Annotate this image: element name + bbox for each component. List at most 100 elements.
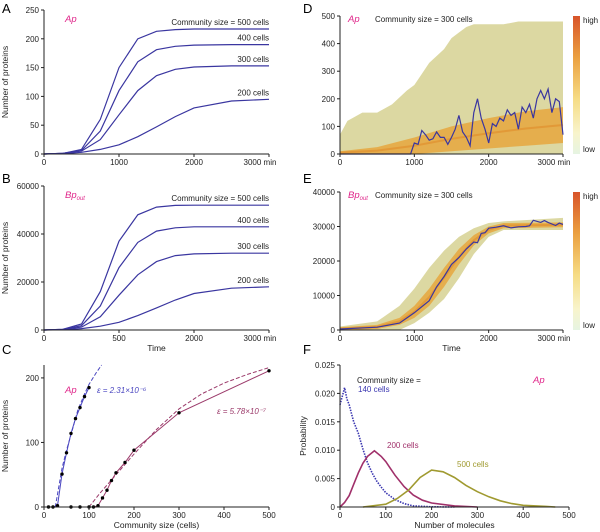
y-tick-label: 10000: [313, 292, 336, 301]
x-tick-label: 500: [562, 511, 576, 520]
series-line: [43, 252, 269, 331]
community-size-label: Community size = 300 cells: [375, 191, 473, 200]
y-tick-label: 400: [322, 40, 336, 49]
y-tick-label: 300: [322, 67, 336, 76]
series-label: 400 cells: [237, 34, 269, 43]
panel-letter: B: [2, 171, 11, 186]
data-point: [64, 451, 69, 455]
y-axis-label: Number of proteins: [0, 400, 10, 472]
series-label: 140 cells: [358, 385, 390, 394]
x-tick-label: 200: [425, 511, 439, 520]
species-label: Bpout: [65, 190, 85, 202]
x-tick-label: 3000 min: [244, 334, 277, 343]
data-point: [132, 448, 136, 452]
series-line: [43, 204, 269, 331]
y-tick-label: 50: [30, 121, 39, 130]
data-point: [105, 488, 109, 492]
y-tick-label: 0: [331, 503, 336, 512]
y-tick-label: 20000: [313, 257, 336, 266]
x-tick-label: 0: [338, 511, 343, 520]
panel-C: Cε = 2.31×10⁻⁶ ε = 5.78×10⁻⁷ Ap 0 100 200 300 4…: [0, 342, 276, 530]
y-tick-label: 40000: [17, 230, 40, 239]
x-axis-label: Time: [442, 343, 461, 353]
data-point: [82, 394, 87, 399]
y-tick-label: 30000: [313, 223, 336, 232]
colorbar-high-label: high: [583, 16, 598, 25]
y-tick-label: 0.025: [315, 361, 336, 370]
distribution-line: [339, 449, 478, 508]
series-line: [43, 28, 269, 155]
x-tick-label: 3000 min: [538, 334, 571, 343]
community-size-label: Community size =: [357, 376, 421, 385]
x-tick-label: 1000: [405, 158, 423, 167]
y-tick-label: 100: [26, 438, 40, 447]
y-tick-label: 0.005: [315, 475, 336, 484]
y-tick-label: 0: [35, 150, 40, 159]
species-name: Bp: [348, 190, 360, 201]
y-tick-label: 200: [26, 35, 40, 44]
series-line: [93, 370, 270, 508]
y-tick-label: 40000: [313, 188, 336, 197]
series-label: 200 cells: [237, 88, 269, 97]
species-name: Ap: [347, 14, 360, 25]
x-tick-label: 0: [338, 158, 343, 167]
epsilon-annotation: ε = 5.78×10⁻⁷: [217, 407, 267, 416]
density-band: [340, 107, 563, 154]
y-tick-label: 100: [322, 122, 336, 131]
data-point: [87, 385, 91, 390]
colorbar-low-label: low: [583, 145, 595, 154]
x-tick-label: 400: [517, 511, 531, 520]
y-axis-label: Number of proteins: [0, 46, 10, 118]
species-subscript: out: [77, 196, 86, 202]
y-tick-label: 500: [322, 12, 336, 21]
series-line: [43, 286, 270, 331]
series-label: 300 cells: [237, 242, 269, 251]
colorbar-low-label: low: [583, 321, 595, 330]
x-axis-label: Community size (cells): [114, 520, 200, 530]
series-label: 200 cells: [237, 276, 269, 285]
distribution-line: [362, 469, 556, 508]
y-tick-label: 100: [26, 92, 40, 101]
series-label: 300 cells: [237, 55, 269, 64]
x-tick-label: 2000: [185, 334, 203, 343]
data-point: [267, 369, 271, 373]
data-point: [177, 411, 181, 415]
panel-letter: D: [303, 1, 312, 16]
data-point: [73, 416, 78, 421]
y-axis-label: Number of proteins: [0, 222, 10, 294]
y-tick-label: 0.015: [315, 418, 336, 427]
data-point: [123, 460, 127, 465]
x-tick-label: 2000: [185, 158, 203, 167]
x-tick-label: 300: [172, 511, 186, 520]
series-line: [43, 98, 270, 155]
x-tick-label: 3000 min: [538, 158, 571, 167]
series-label: Community size = 500 cells: [171, 194, 269, 203]
colorbar: [573, 16, 580, 154]
species-name: Ap: [64, 14, 77, 25]
panel-letter: E: [303, 171, 312, 186]
trajectory-line: [340, 86, 564, 155]
species-label: Ap: [64, 385, 77, 396]
x-tick-label: 100: [379, 511, 393, 520]
y-tick-label: 0: [331, 150, 336, 159]
species-label: Ap: [64, 14, 77, 25]
y-tick-label: 150: [26, 64, 40, 73]
y-axis-label: Probability: [298, 415, 308, 455]
data-point: [60, 472, 64, 476]
series-label: 400 cells: [237, 216, 269, 225]
colorbar-high-label: high: [583, 192, 598, 201]
panel-letter: A: [2, 1, 11, 16]
x-tick-label: 200: [127, 511, 141, 520]
species-name: Bp: [65, 190, 77, 201]
x-tick-label: 0: [338, 334, 343, 343]
y-tick-label: 200: [26, 374, 40, 383]
density-peak: [339, 124, 564, 154]
series-label: 500 cells: [457, 460, 489, 469]
x-tick-label: 3000 min: [244, 158, 277, 167]
y-tick-label: 0.020: [315, 389, 336, 398]
x-tick-label: 0: [42, 158, 47, 167]
series-line: [43, 226, 269, 331]
x-tick-label: 500: [262, 511, 276, 520]
panel-A: A Community size = 500 cells 400 cells 300 …: [0, 1, 276, 167]
